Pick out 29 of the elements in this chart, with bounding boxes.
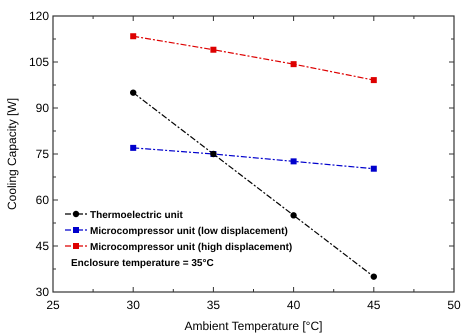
annotation: Enclosure temperature = 35°C (71, 258, 214, 269)
legend-label: Thermoelectric unit (90, 210, 184, 221)
point (370, 166, 377, 172)
x-axis-title: Ambient Temperature [°C] (184, 319, 322, 333)
legend-label: Microcompressor unit (low displacement) (90, 226, 288, 237)
y-tick-label: 45 (36, 239, 50, 253)
y-tick-label: 75 (36, 147, 50, 161)
point (210, 46, 216, 53)
point (290, 61, 297, 68)
y-tick-label: 120 (28, 9, 50, 23)
point (130, 33, 136, 40)
y-axis-title: Cooling Capacity [W] (5, 98, 19, 210)
point (290, 212, 297, 219)
x-tick-label: 50 (447, 298, 461, 312)
legend-label: Microcompressor unit (high displacement) (90, 242, 292, 253)
x-tick-label: 30 (126, 298, 140, 312)
point (370, 77, 377, 84)
point (130, 144, 136, 151)
x-tick-label: 45 (367, 298, 381, 312)
y-tick-label: 30 (36, 285, 50, 299)
y-tick-label: 90 (36, 101, 50, 115)
point (130, 89, 136, 96)
y-tick-label: 60 (36, 193, 50, 207)
point (370, 273, 377, 280)
x-tick-label: 25 (46, 298, 60, 312)
x-tick-label: 40 (286, 298, 301, 312)
x-tick-label: 35 (206, 298, 220, 312)
y-tick-label: 105 (28, 55, 50, 69)
point (290, 158, 297, 164)
